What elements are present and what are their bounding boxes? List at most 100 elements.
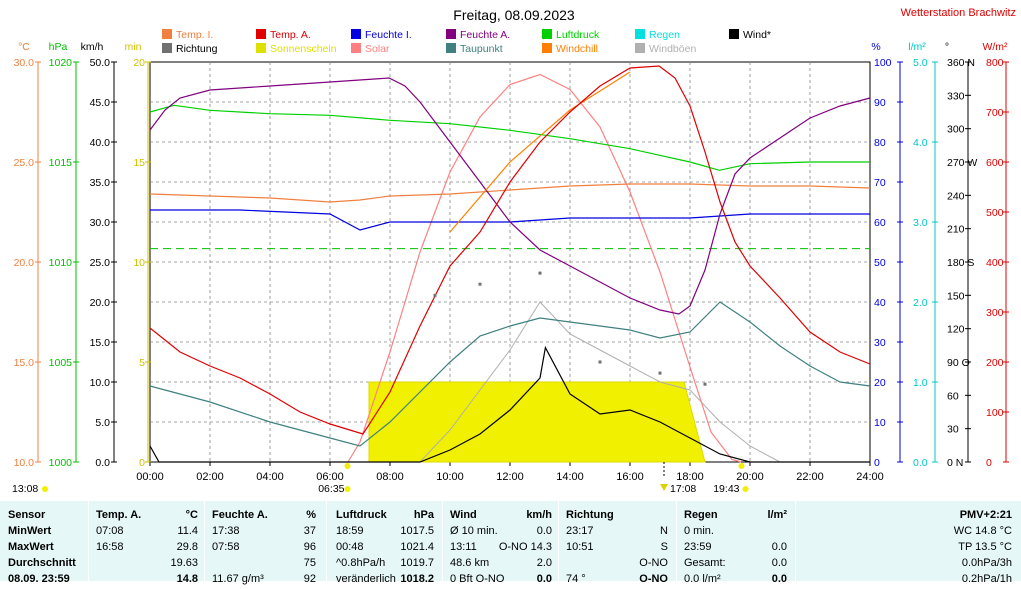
table-cell: TP 13.5 °C [958, 541, 1012, 553]
table-cell: Durchschnitt [8, 557, 76, 569]
table-cell: 14.8 [176, 573, 198, 585]
solar-tick-label: 800 [986, 57, 1004, 69]
table-header-cell: Wind [450, 509, 477, 521]
pressure-tick-label: 1010 [49, 257, 73, 269]
legend-label: Taupunkt [460, 43, 503, 55]
table-cell: 23:17 [566, 525, 594, 537]
temp-tick-label: 20.0 [14, 257, 35, 269]
wind-tick-label: 0.0 [95, 457, 110, 469]
wind-tick-label: 25.0 [90, 257, 111, 269]
legend-label: Solar [365, 43, 390, 55]
table-cell: 75 [303, 557, 316, 569]
temp-tick-label: 30.0 [14, 57, 35, 69]
table-header-cell: km/h [526, 509, 552, 521]
table-cell: 19.63 [170, 557, 198, 569]
table-cell: 29.8 [176, 541, 198, 553]
table-header-cell: l/m² [767, 509, 787, 521]
x-tick-label: 00:00 [136, 471, 164, 483]
solar-tick-label: 300 [986, 307, 1004, 319]
series-richtung-point [703, 382, 707, 386]
table-row: Durchschnitt 19.63 75 ^0.8hPa/h 1019.7 48.6 k… [0, 557, 1021, 573]
x-tick-label: 10:00 [436, 471, 464, 483]
series-temp-innen [149, 183, 871, 203]
legend-swatch [446, 43, 456, 53]
series-temp-aussen [149, 65, 871, 435]
legend: Temp. I. Temp. A. Feuchte I. Feuchte A. Luft… [162, 29, 771, 55]
humidity-tick-label: 20 [874, 377, 886, 389]
rain-tick-label: 3.0 [913, 217, 928, 229]
weather-chart: Freitag, 08.09.2023 Wetterstation Brachw… [12, 7, 1016, 495]
legend-label: Feuchte I. [365, 29, 412, 41]
table-cell: 0.0 [771, 573, 787, 585]
sun-tick-label: 5 [139, 357, 145, 369]
series-richtung-point [433, 293, 437, 297]
moon-label: 17:08 [670, 483, 696, 495]
temp-tick-label: 25.0 [14, 157, 35, 169]
direction-tick-label: 150 [947, 290, 965, 302]
table-cell: 07:08 [96, 525, 124, 537]
table-cell: 0 min. [684, 525, 714, 537]
table-cell: S [660, 541, 668, 553]
wind-tick-label: 5.0 [95, 417, 110, 429]
table-cell: veränderlich [336, 573, 396, 585]
series-solar [347, 73, 742, 463]
direction-tick-label: 360 N [947, 57, 975, 69]
axis-unit: °C [18, 41, 30, 53]
rain-tick-label: 4.0 [913, 137, 928, 149]
table-cell: 18:59 [336, 525, 364, 537]
table-divider [326, 501, 327, 581]
table-cell: 0.0 l/m² [684, 573, 721, 585]
wind-tick-label: 45.0 [90, 97, 111, 109]
table-cell: 1017.5 [400, 525, 434, 537]
table-cell: O-NO [639, 573, 668, 585]
legend-swatch [542, 43, 552, 53]
table-cell: 0.0 [536, 525, 552, 537]
legend-swatch [729, 29, 739, 39]
sunrise-dot [344, 463, 351, 469]
sunset-dot [738, 463, 745, 469]
table-divider [676, 501, 677, 581]
axis-unit: l/m² [908, 41, 926, 53]
solar-tick-label: 0 [986, 457, 992, 469]
table-header-cell: °C [185, 509, 198, 521]
table-cell: 0.0 [771, 557, 787, 569]
table-cell: 74 ° [566, 573, 586, 585]
x-tick-label: 02:00 [196, 471, 224, 483]
series-richtung-point [538, 271, 542, 275]
table-cell: 92 [303, 573, 316, 585]
humidity-tick-label: 60 [874, 217, 886, 229]
table-cell: 0.2hPa/1h [961, 573, 1012, 585]
x-tick-label: 12:00 [496, 471, 524, 483]
solar-tick-label: 400 [986, 257, 1004, 269]
legend-label: Regen [649, 29, 680, 41]
direction-tick-label: 240 [947, 190, 965, 202]
table-cell: MaxWert [8, 541, 54, 553]
table-divider [442, 501, 443, 581]
temp-tick-label: 15.0 [14, 357, 35, 369]
solar-noon-label: 13:08 [12, 483, 38, 495]
table-cell: 37 [303, 525, 316, 537]
series-richtung-point [658, 371, 662, 375]
table-cell: 1019.7 [400, 557, 434, 569]
series-sonnenschein [368, 381, 706, 463]
x-tick-label: 18:00 [676, 471, 704, 483]
solar-noon-icon [42, 486, 48, 492]
series-richtung-point [478, 282, 482, 286]
direction-tick-label: 120 [947, 324, 965, 336]
legend-label: Temp. A. [270, 29, 311, 41]
table-row: MaxWert 16:58 29.8 07:58 96 00:48 1021.4 13:11 O… [0, 541, 1021, 557]
x-tick-label: 14:00 [556, 471, 584, 483]
humidity-tick-label: 90 [874, 97, 886, 109]
sun-tick-label: 20 [133, 57, 145, 69]
series-richtung-point [598, 360, 602, 364]
humidity-tick-label: 10 [874, 417, 886, 429]
direction-tick-label: 0 N [947, 457, 963, 469]
table-cell: Gesamt: [684, 557, 726, 569]
wind-tick-label: 50.0 [90, 57, 111, 69]
x-tick-label: 24:00 [856, 471, 884, 483]
axes: 30.025.020.015.010.010201015101010051000… [14, 57, 1009, 483]
legend-label: Wind* [743, 29, 771, 41]
direction-tick-label: 60 [947, 390, 959, 402]
chart-title: Freitag, 08.09.2023 [453, 7, 575, 23]
table-cell: 1018.2 [400, 573, 434, 585]
